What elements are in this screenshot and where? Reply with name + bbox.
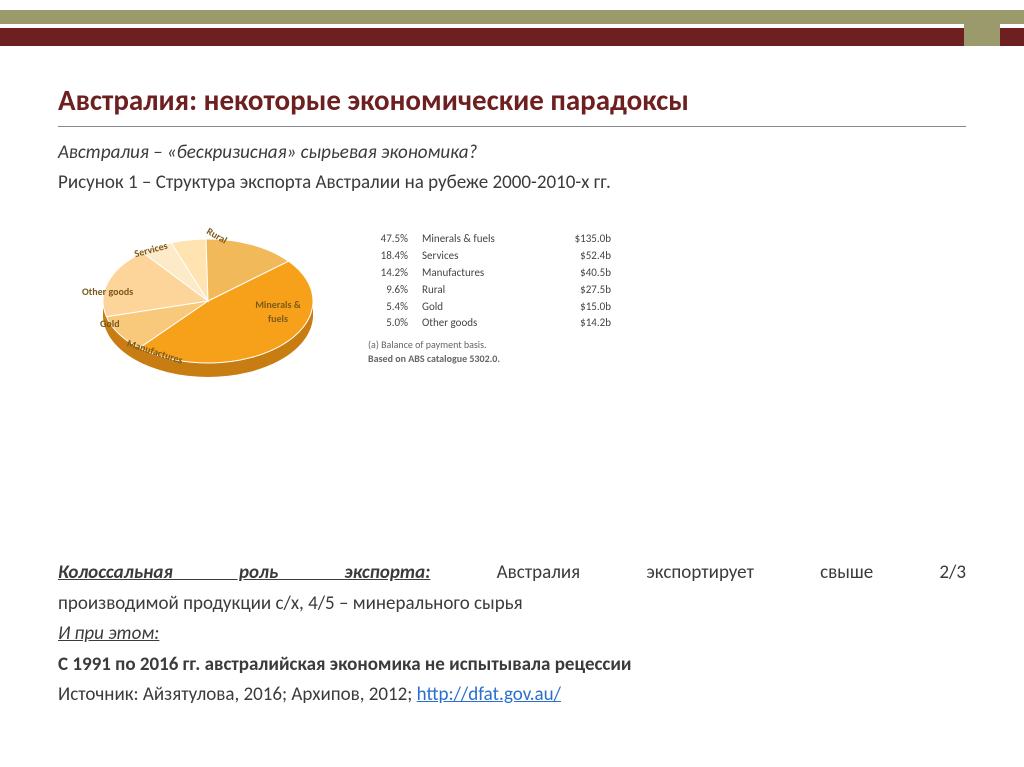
export-rest1: Австралия экспортирует свыше 2/3 xyxy=(497,561,966,584)
chart-row: Minerals & fuels Services Rural Other go… xyxy=(78,213,966,383)
table-note-a: (a) Balance of payment basis. xyxy=(368,338,611,352)
pie-label-other: Other goods xyxy=(82,285,133,299)
corner-square xyxy=(964,10,1000,46)
pie-label-minerals: Minerals & fuels xyxy=(248,298,308,325)
table-row: 5.4% Gold $15.0b xyxy=(368,299,611,316)
cell-val: $27.5b xyxy=(556,283,611,298)
header-bars xyxy=(0,10,1024,46)
pie-chart: Minerals & fuels Services Rural Other go… xyxy=(78,213,328,383)
cell-pct: 18.4% xyxy=(368,249,408,264)
table-row: 14.2% Manufactures $40.5b xyxy=(368,265,611,282)
content-region: Австралия – «бескризисная» сырьевая экон… xyxy=(58,140,966,413)
cell-cat: Minerals & fuels xyxy=(422,232,542,247)
export-line2: производимой продукции с/х, 4/5 – минера… xyxy=(58,591,966,618)
cell-pct: 9.6% xyxy=(368,283,408,298)
export-lead: Колоссальная роль экспорта: xyxy=(58,561,430,584)
table-note-b: Based on ABS catalogue 5302.0. xyxy=(368,352,611,366)
table-row: 5.0% Other goods $14.2b xyxy=(368,315,611,332)
slide-title: Австралия: некоторые экономические парад… xyxy=(58,82,966,118)
table-row: 47.5% Minerals & fuels $135.0b xyxy=(368,231,611,248)
and-note: И при этом: xyxy=(58,621,966,648)
intro-text: Австралия – «бескризисная» сырьевая экон… xyxy=(58,140,966,166)
title-underline xyxy=(58,126,966,127)
cell-pct: 14.2% xyxy=(368,266,408,281)
cell-val: $40.5b xyxy=(556,266,611,281)
cell-val: $15.0b xyxy=(556,300,611,315)
figure-caption: Рисунок 1 – Структура экспорта Австралии… xyxy=(58,170,966,196)
bottom-text: Колоссальная роль экспорта: Австралия эк… xyxy=(58,560,966,713)
cell-cat: Rural xyxy=(422,283,542,298)
cell-cat: Gold xyxy=(422,300,542,315)
cell-val: $135.0b xyxy=(556,232,611,247)
source-line: Источник: Айзятулова, 2016; Архипов, 201… xyxy=(58,682,966,709)
cell-cat: Other goods xyxy=(422,316,542,331)
cell-val: $14.2b xyxy=(556,316,611,331)
pie-label-gold: Gold xyxy=(100,317,120,331)
cell-val: $52.4b xyxy=(556,249,611,264)
export-line1: Колоссальная роль экспорта: Австралия эк… xyxy=(58,560,966,587)
bar-olive xyxy=(0,10,1024,24)
pie-data-table: 47.5% Minerals & fuels $135.0b 18.4% Service… xyxy=(368,231,611,365)
cell-pct: 5.0% xyxy=(368,316,408,331)
cell-pct: 5.4% xyxy=(368,300,408,315)
cell-pct: 47.5% xyxy=(368,232,408,247)
source-prefix: Источник: Айзятулова, 2016; Архипов, 201… xyxy=(58,683,417,706)
source-link[interactable]: http://dfat.gov.au/ xyxy=(417,683,561,706)
table-row: 9.6% Rural $27.5b xyxy=(368,282,611,299)
cell-cat: Manufactures xyxy=(422,266,542,281)
recession-line: С 1991 по 2016 гг. австралийская экономи… xyxy=(58,652,966,679)
cell-cat: Services xyxy=(422,249,542,264)
table-row: 18.4% Services $52.4b xyxy=(368,248,611,265)
bar-maroon xyxy=(0,28,1024,46)
